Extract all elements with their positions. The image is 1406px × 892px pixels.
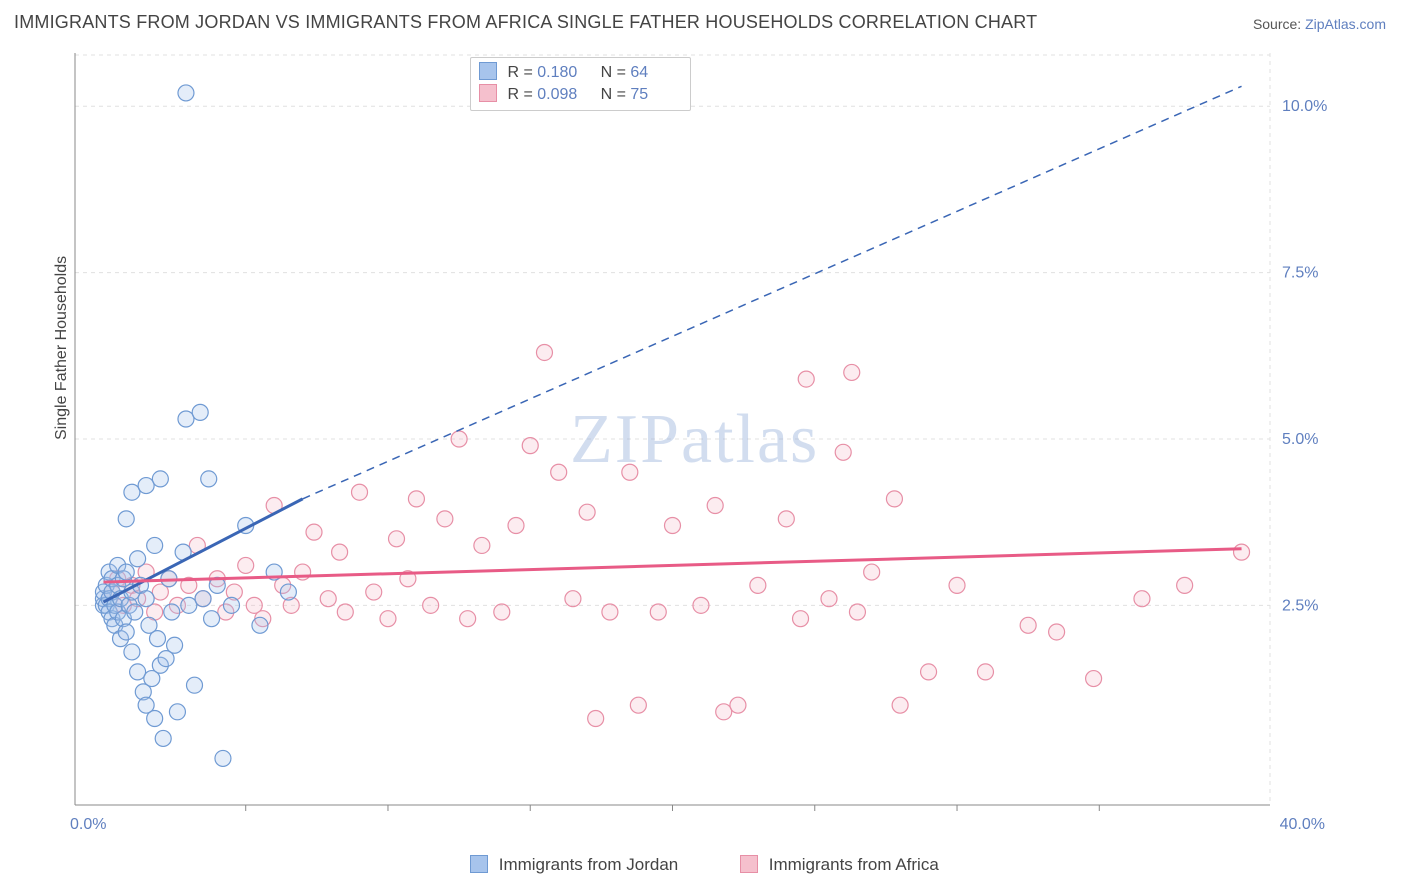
n-label: N =	[601, 64, 626, 81]
source-attribution: Source: ZipAtlas.com	[1253, 16, 1386, 32]
source-value: ZipAtlas.com	[1305, 16, 1386, 32]
n-label: N =	[601, 86, 626, 103]
series-legend-africa: Immigrants from Africa	[740, 855, 939, 875]
correlation-legend: R = 0.180 N = 64 R = 0.098 N = 75	[470, 57, 691, 111]
swatch-africa	[479, 84, 497, 102]
africa-label: Immigrants from Africa	[769, 855, 939, 874]
jordan-n-value: 64	[630, 62, 680, 84]
r-label: R =	[507, 64, 532, 81]
jordan-r-value: 0.180	[537, 62, 587, 84]
swatch-africa	[740, 855, 758, 873]
svg-text:5.0%: 5.0%	[1282, 431, 1318, 448]
svg-text:40.0%: 40.0%	[1280, 816, 1325, 833]
svg-text:10.0%: 10.0%	[1282, 98, 1327, 115]
svg-text:2.5%: 2.5%	[1282, 597, 1318, 614]
correlation-chart: Single Father Households 2.5% 5.0% 7.5% 10.…	[50, 45, 1350, 835]
series-legend-jordan: Immigrants from Jordan	[470, 855, 678, 875]
africa-r-value: 0.098	[537, 84, 587, 106]
jordan-label: Immigrants from Jordan	[499, 855, 679, 874]
legend-row-africa: R = 0.098 N = 75	[479, 84, 680, 106]
swatch-jordan	[470, 855, 488, 873]
svg-text:7.5%: 7.5%	[1282, 265, 1318, 282]
africa-n-value: 75	[630, 84, 680, 106]
swatch-jordan	[479, 62, 497, 80]
chart-svg: 2.5% 5.0% 7.5% 10.0% 0.0% 40.0%	[50, 45, 1350, 835]
legend-row-jordan: R = 0.180 N = 64	[479, 62, 680, 84]
svg-text:0.0%: 0.0%	[70, 816, 106, 833]
chart-title: IMMIGRANTS FROM JORDAN VS IMMIGRANTS FRO…	[14, 12, 1037, 33]
r-label: R =	[507, 86, 532, 103]
y-axis-label: Single Father Households	[53, 256, 71, 440]
source-label: Source:	[1253, 16, 1305, 32]
